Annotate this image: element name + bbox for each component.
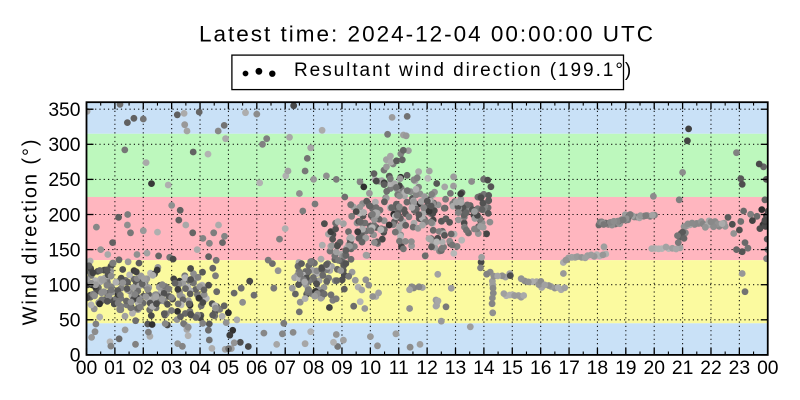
svg-text:00: 00 [757, 358, 778, 379]
svg-text:0: 0 [70, 346, 81, 367]
svg-text:50: 50 [59, 311, 80, 332]
svg-text:04: 04 [189, 358, 211, 379]
svg-text:06: 06 [246, 358, 267, 379]
svg-text:150: 150 [48, 240, 80, 261]
svg-text:03: 03 [161, 358, 182, 379]
svg-text:300: 300 [48, 135, 80, 156]
svg-text:16: 16 [530, 358, 551, 379]
svg-text:02: 02 [133, 358, 154, 379]
svg-text:09: 09 [331, 358, 352, 379]
svg-text:20: 20 [643, 358, 664, 379]
svg-text:08: 08 [303, 358, 324, 379]
svg-text:350: 350 [48, 100, 80, 121]
svg-text:10: 10 [360, 358, 381, 379]
svg-text:05: 05 [218, 358, 239, 379]
svg-text:Resultant wind direction (199.: Resultant wind direction (199.1°) [294, 60, 633, 81]
svg-text:23: 23 [729, 358, 750, 379]
svg-text:17: 17 [558, 358, 579, 379]
svg-text:13: 13 [445, 358, 466, 379]
svg-text:12: 12 [416, 358, 437, 379]
svg-text:21: 21 [672, 358, 693, 379]
svg-text:18: 18 [587, 358, 608, 379]
svg-text:250: 250 [48, 170, 80, 191]
svg-text:15: 15 [502, 358, 523, 379]
svg-text:Latest time: 2024-12-04 00:00:: Latest time: 2024-12-04 00:00:00 UTC [199, 22, 655, 47]
svg-text:11: 11 [389, 358, 409, 379]
svg-text:100: 100 [48, 276, 80, 297]
svg-text:22: 22 [700, 358, 721, 379]
svg-text:01: 01 [104, 358, 125, 379]
svg-text:19: 19 [615, 358, 636, 379]
svg-text:14: 14 [473, 358, 495, 379]
svg-text:07: 07 [274, 358, 295, 379]
svg-text:00: 00 [76, 358, 97, 379]
svg-text:Wind direction (°): Wind direction (°) [20, 138, 42, 326]
svg-text:200: 200 [48, 205, 80, 226]
